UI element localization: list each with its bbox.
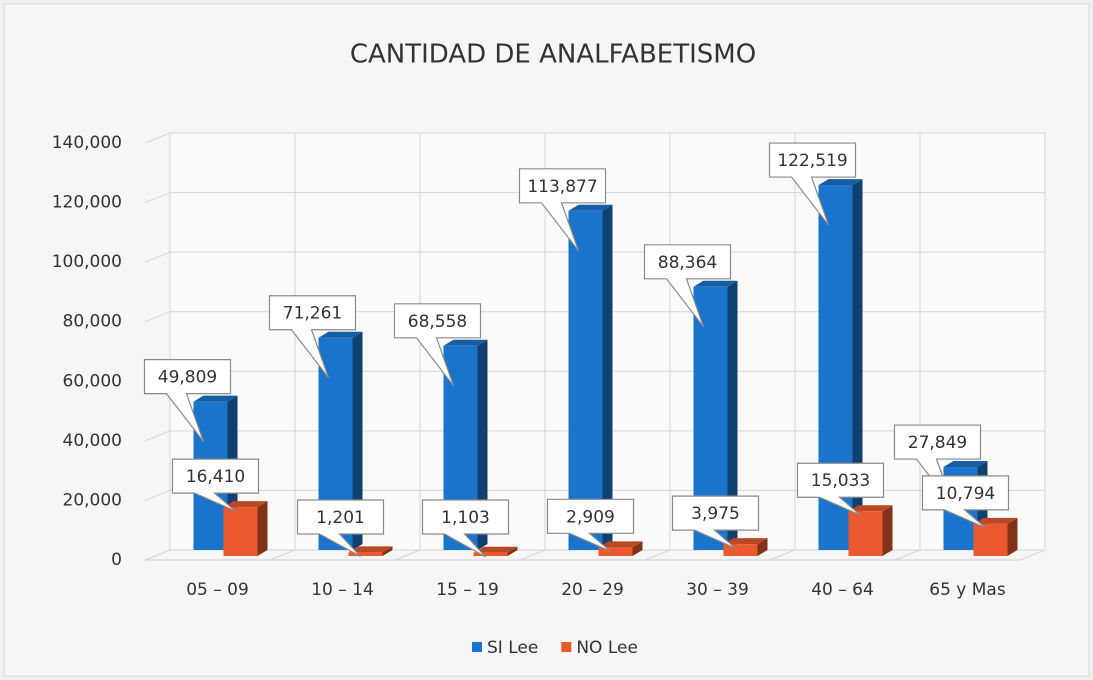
x-tick-label: 65 y Mas xyxy=(929,580,1006,600)
bar xyxy=(848,511,883,556)
bar-side xyxy=(757,538,768,556)
bar xyxy=(598,547,633,556)
bar-side xyxy=(727,280,738,550)
data-label: 113,877 xyxy=(527,177,597,197)
x-tick-label: 10 – 14 xyxy=(311,580,374,600)
bar-side xyxy=(477,339,488,550)
bar xyxy=(723,544,758,556)
y-tick-label: 140,000 xyxy=(52,133,122,153)
callout-box xyxy=(671,495,760,549)
bar-side xyxy=(1007,517,1018,556)
x-tick-label: 05 – 09 xyxy=(186,580,249,600)
data-label: 1,201 xyxy=(316,508,365,528)
legend-swatch xyxy=(561,642,572,652)
y-tick-label: 20,000 xyxy=(63,490,122,510)
bar-side xyxy=(882,505,893,556)
legend-label: SI Lee xyxy=(487,638,538,658)
data-label: 122,519 xyxy=(777,151,847,171)
bar-top xyxy=(223,501,268,508)
bar xyxy=(473,552,508,556)
grid-line-side xyxy=(144,430,171,442)
callout-box xyxy=(393,303,482,387)
bar-top xyxy=(848,505,893,512)
callout-box xyxy=(268,295,357,379)
bar-top xyxy=(443,339,488,346)
floor-line xyxy=(1019,549,1046,561)
y-tick-label: 100,000 xyxy=(52,252,122,272)
legend: SI Lee NO Lee xyxy=(472,638,638,658)
callout-box xyxy=(518,168,607,252)
y-tick-label: 0 xyxy=(111,550,122,570)
data-label: 71,261 xyxy=(283,304,342,324)
bar-side xyxy=(352,331,363,550)
callout-box xyxy=(796,462,885,516)
floor-line xyxy=(269,549,296,561)
data-label: 2,909 xyxy=(566,507,615,527)
callout-box xyxy=(143,359,232,443)
bar-top xyxy=(598,541,643,548)
legend-swatch xyxy=(472,642,482,652)
bar xyxy=(223,507,258,556)
floor-line xyxy=(519,549,546,561)
callout-box xyxy=(643,244,732,328)
bar xyxy=(348,552,383,556)
callout-box xyxy=(296,499,385,557)
floor-line xyxy=(894,549,921,561)
data-label: 68,558 xyxy=(408,312,467,332)
data-label: 10,794 xyxy=(936,484,995,504)
bar-top xyxy=(348,546,393,553)
data-label: 16,410 xyxy=(186,467,245,487)
bar xyxy=(973,523,1008,556)
y-tick-label: 40,000 xyxy=(63,431,122,451)
chart-title: CANTIDAD DE ANALFABETISMO xyxy=(350,40,756,70)
callout-box xyxy=(171,458,260,512)
bar-top xyxy=(318,331,363,338)
bar-top xyxy=(943,461,988,468)
grid-line-side xyxy=(144,311,171,323)
grid-line-side xyxy=(144,132,171,144)
bar xyxy=(568,210,603,551)
legend-label: NO Lee xyxy=(576,638,638,658)
data-label: 27,849 xyxy=(908,433,967,453)
grid-line-side xyxy=(144,489,171,501)
callout-box xyxy=(546,498,635,552)
bar-side xyxy=(257,501,268,556)
x-tick-label: 30 – 39 xyxy=(686,580,749,600)
data-label: 49,809 xyxy=(158,368,217,388)
grid-line-side xyxy=(144,192,171,204)
data-label: 3,975 xyxy=(691,504,740,524)
data-label: 1,103 xyxy=(441,508,490,528)
bar-side xyxy=(602,204,613,551)
floor-line xyxy=(144,549,171,561)
y-tick-label: 120,000 xyxy=(52,193,122,213)
callout-box xyxy=(921,475,1010,529)
bar-side xyxy=(507,546,518,556)
bar-side xyxy=(632,541,643,556)
floor-line xyxy=(394,549,421,561)
bar-top xyxy=(818,179,863,186)
grid-line-side xyxy=(144,251,171,263)
data-label: 15,033 xyxy=(811,471,870,491)
bar-top xyxy=(973,517,1018,524)
floor-line xyxy=(644,549,671,561)
bar-top xyxy=(193,395,238,402)
bar-top xyxy=(723,538,768,545)
bar-group xyxy=(568,204,643,556)
bar-side xyxy=(382,546,393,556)
data-label: 88,364 xyxy=(658,253,717,273)
floor-line xyxy=(769,549,796,561)
bar-top xyxy=(473,546,518,553)
x-tick-label: 40 – 64 xyxy=(811,580,874,600)
y-tick-label: 80,000 xyxy=(63,312,122,332)
callout-box xyxy=(768,142,857,226)
callout-box xyxy=(421,499,510,558)
y-tick-label: 60,000 xyxy=(63,371,122,391)
x-tick-label: 15 – 19 xyxy=(436,580,499,600)
bar-top xyxy=(568,204,613,211)
bar-side xyxy=(852,179,863,550)
bar-top xyxy=(693,280,738,287)
x-tick-label: 20 – 29 xyxy=(561,580,624,600)
